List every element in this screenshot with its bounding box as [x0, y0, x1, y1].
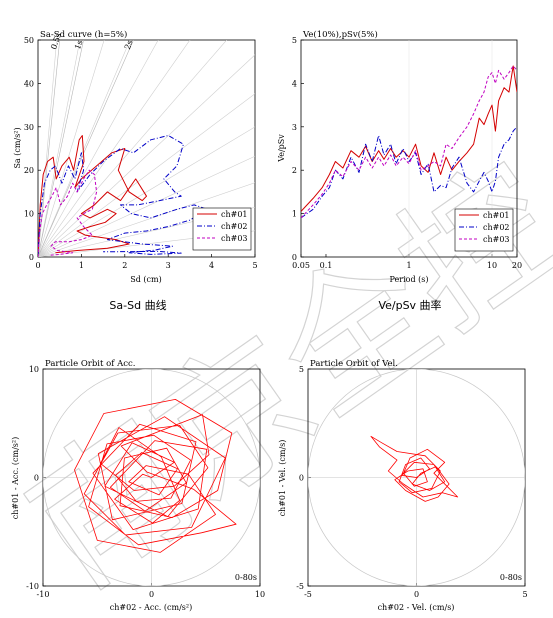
legend-box [192, 207, 252, 251]
legend-label: ch#03 [483, 235, 510, 244]
y-tick-label: 40 [24, 79, 34, 88]
series-line-ch01 [38, 135, 147, 257]
series-line-ch03 [38, 169, 98, 257]
x-tick-label: 3 [166, 261, 171, 270]
x-tick-label: -10 [37, 590, 50, 599]
x-tick-label: 10 [487, 261, 497, 270]
legend-box [454, 208, 514, 252]
orbit-acc-xlabel: ch#02 - Acc. (cm/s²) [110, 603, 192, 612]
x-tick-label: 10 [255, 590, 265, 599]
y-tick-label: 0 [299, 474, 304, 483]
y-tick-label: 0 [34, 474, 39, 483]
x-tick-label: 4 [209, 261, 214, 270]
legend: ch#01 ch#02 ch#03 [454, 208, 514, 252]
vepsv-plot: 0.05 0.1 1 10 20 0 1 2 3 4 5 ch#01 ch#02 ch#03 [292, 36, 522, 270]
y-tick-label: 20 [24, 166, 34, 175]
y-tick-label: 10 [24, 210, 34, 219]
y-tick-label: 5 [299, 365, 304, 374]
orbit-vel-xlabel: ch#02 - Vel. (cm/s) [378, 603, 455, 612]
y-tick-label: 0 [292, 253, 297, 262]
period-guide-line [38, 54, 255, 257]
watermark-text: 南京全控 [1, 133, 553, 618]
y-tick-label: 30 [24, 123, 34, 132]
legend: ch#01 ch#02 ch#03 [192, 207, 252, 251]
period-guide-line [38, 40, 131, 257]
x-tick-label: 0.1 [320, 261, 333, 270]
y-tick-label: 10 [29, 365, 39, 374]
period-guide-line [38, 40, 81, 257]
x-tick-label: 20 [512, 261, 522, 270]
y-tick-label: 1 [292, 210, 297, 219]
series-line-ch02 [301, 126, 517, 219]
series-line-ch02 [38, 135, 208, 257]
x-tick-label: 5 [252, 261, 257, 270]
y-tick-label: 3 [292, 123, 297, 132]
series-line-ch03 [301, 65, 517, 219]
period-line [38, 40, 134, 257]
x-tick-label: 0.05 [292, 261, 310, 270]
orbit-acc-plot: -10 0 10 -10 0 10 [26, 365, 265, 599]
period-line [38, 40, 60, 257]
x-tick-label: 0 [35, 261, 40, 270]
period-guide-line [38, 40, 191, 257]
legend-label: ch#02 [221, 222, 248, 231]
y-tick-label: 50 [24, 36, 34, 45]
period-line-label: 2s [123, 39, 135, 51]
x-tick-label: 5 [522, 590, 527, 599]
y-tick-label: -10 [26, 582, 39, 591]
period-guide-line [38, 126, 255, 257]
series-line-orbit [370, 435, 459, 502]
period-guide-line [38, 40, 105, 257]
legend-label: ch#01 [483, 211, 510, 220]
legend-label: ch#02 [483, 223, 510, 232]
orbit-vel-plot: -5 0 5 -5 0 5 [296, 365, 527, 599]
y-tick-label: 5 [292, 36, 297, 45]
orbit-acc-title: Particle Orbit of Acc. [45, 359, 135, 369]
vepsv-xlabel: Period (s) [390, 275, 429, 284]
period-guide-line [38, 40, 159, 257]
orbit-acc-ylabel: ch#01 - Acc. (cm/s²) [11, 437, 20, 519]
sasd-title: Sa-Sd curve (h=5%) [40, 29, 127, 40]
x-tick-label: 0 [414, 590, 419, 599]
x-tick-label: 0 [149, 590, 154, 599]
y-tick-label: 2 [292, 166, 297, 175]
y-tick-label: -5 [296, 582, 304, 591]
orbit-vel-time-label: 0-80s [500, 573, 522, 582]
sasd-frame [37, 39, 256, 258]
legend-label: ch#01 [221, 210, 248, 219]
period-line [38, 40, 84, 257]
x-tick-label: 1 [406, 261, 411, 270]
x-tick-label: 2 [122, 261, 127, 270]
sasd-ylabel: Sa (cm/s²) [13, 127, 22, 168]
orbit-acc-time-label: 0-80s [235, 573, 257, 582]
orbit-vel-title: Particle Orbit of Vel. [310, 359, 398, 369]
series-line-orbit [74, 399, 237, 553]
period-guide-line [38, 155, 255, 257]
watermark: 南京全控 [0, 132, 553, 618]
x-tick-label: 1 [79, 261, 84, 270]
legend-label: ch#03 [221, 234, 248, 243]
sasd-xlabel: Sd (cm) [130, 275, 161, 284]
period-guide-line [38, 93, 255, 257]
period-guide-line [38, 40, 228, 257]
period-guide-line [38, 182, 255, 257]
x-tick-label: -5 [304, 590, 312, 599]
y-tick-label: 4 [292, 79, 297, 88]
period-guide-line [38, 40, 57, 257]
orbit-vel-ylabel: ch#01 - Vel. (cm/s) [278, 440, 287, 517]
vepsv-title: Ve(10%),pSv(5%) [302, 29, 378, 40]
caption-sasd: Sa-Sd 曲线 [109, 298, 166, 312]
vepsv-ylabel: Ve/pSv [277, 134, 286, 163]
period-line-label: 1s [73, 39, 85, 51]
y-tick-label: 0 [29, 253, 34, 262]
sasd-panel: Sa-Sd curve (h=5%) Sd (cm) Sa (cm/s²) [13, 29, 256, 284]
caption-vepsv: Ve/pSv 曲率 [378, 298, 441, 312]
